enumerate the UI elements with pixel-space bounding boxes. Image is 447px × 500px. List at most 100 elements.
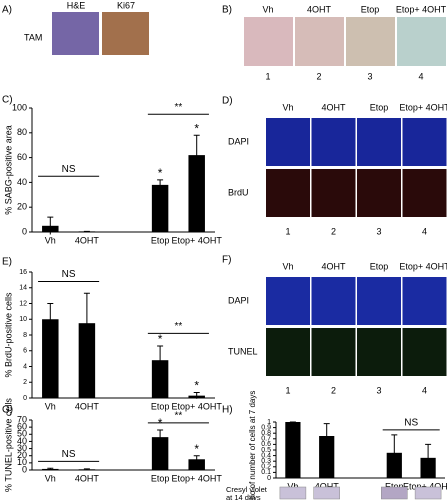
- y-tick-label: 60: [17, 152, 27, 162]
- significance: *: [194, 442, 199, 456]
- y-tick-label: 10: [17, 457, 27, 467]
- row-label: TAM: [24, 32, 42, 42]
- panel-label: G): [2, 405, 13, 416]
- error-bar: [193, 391, 200, 399]
- y-tick-label: 40: [17, 177, 27, 187]
- y-tick-label: 8: [23, 332, 27, 339]
- micrograph: [311, 328, 356, 376]
- column-label: Etop+ 4OHT: [399, 102, 447, 112]
- column-number: 2: [331, 385, 336, 395]
- error-bar: [47, 467, 54, 470]
- y-tick-label: 10: [19, 316, 27, 323]
- x-tick-label: 4OHT: [315, 481, 340, 491]
- micrograph: [266, 118, 310, 166]
- row-label: DAPI: [228, 295, 249, 305]
- error-bar: [323, 423, 330, 449]
- y-tick-label: 40: [17, 436, 27, 446]
- column-number: 3: [376, 385, 381, 395]
- row-label: BrdU: [228, 187, 249, 197]
- bottom-label: at 14 days: [226, 493, 261, 500]
- y-tick-label: 50: [17, 429, 27, 439]
- bar: [188, 155, 205, 232]
- micrograph: [295, 17, 344, 66]
- error-bar: [193, 455, 200, 463]
- bar: [151, 437, 169, 470]
- row-label: TUNEL: [228, 346, 258, 356]
- stained-well: [279, 486, 307, 500]
- bar: [42, 319, 59, 398]
- micrograph: [311, 169, 356, 217]
- x-tick-label: 4OHT: [75, 235, 100, 245]
- y-tick-label: 100: [12, 102, 27, 112]
- micrograph: [357, 169, 401, 217]
- stained-well: [313, 486, 340, 500]
- y-tick-label: 0.6: [261, 441, 271, 448]
- column-number: 4: [422, 226, 427, 236]
- micrograph: [311, 118, 356, 166]
- significance: *: [194, 379, 199, 393]
- y-tick-label: 0.3: [261, 458, 271, 465]
- column-label: H&E: [67, 0, 86, 10]
- y-tick-label: 0.7: [261, 436, 271, 443]
- x-tick-label: 4OHT: [75, 401, 100, 411]
- significance: *: [194, 121, 199, 135]
- column-label: Etop: [370, 102, 389, 112]
- significance: NS: [62, 269, 76, 280]
- significance: *: [158, 166, 163, 180]
- significance: **: [175, 321, 183, 332]
- panel-label: H): [222, 405, 233, 416]
- column-number: 1: [285, 385, 290, 395]
- column-label: Vh: [282, 102, 293, 112]
- micrograph: [357, 277, 401, 325]
- column-label: Etop: [370, 261, 389, 271]
- column-number: 1: [285, 226, 290, 236]
- bar: [319, 436, 335, 478]
- panel-label: E): [2, 257, 12, 268]
- y-tick-label: 0.4: [261, 452, 271, 459]
- x-tick-label: Etop: [151, 473, 170, 483]
- bar: [285, 422, 301, 478]
- column-number: 2: [316, 71, 321, 81]
- significance: *: [158, 332, 163, 346]
- panel-label: F): [222, 255, 231, 266]
- panel-label: A): [2, 5, 12, 16]
- x-tick-label: Etop: [385, 481, 404, 491]
- significance: **: [175, 410, 183, 421]
- y-axis-label: % TUNEL-positive cells: [3, 398, 13, 492]
- y-tick-label: 0: [22, 464, 27, 474]
- x-tick-label: Etop: [151, 401, 170, 411]
- y-tick-label: 20: [17, 450, 27, 460]
- y-tick-label: 0: [267, 475, 271, 482]
- y-axis-label: % BrdU-positive cells: [3, 292, 13, 378]
- column-label: Ki67: [117, 0, 135, 10]
- micrograph: [402, 277, 447, 325]
- micrograph: [397, 17, 446, 66]
- micrograph: [244, 17, 293, 66]
- y-tick-label: 0.2: [261, 464, 271, 471]
- significance: NS: [62, 164, 76, 175]
- column-number: 3: [367, 71, 372, 81]
- column-label: Vh: [282, 261, 293, 271]
- column-number: 2: [331, 226, 336, 236]
- x-tick-label: Vh: [287, 481, 298, 491]
- bar: [151, 184, 169, 232]
- x-tick-label: Vh: [45, 401, 56, 411]
- column-label: Etop+ 4OHT: [396, 4, 447, 14]
- y-tick-label: 0.8: [261, 430, 271, 437]
- y-tick-label: 0: [22, 226, 27, 236]
- panel-label: C): [2, 95, 13, 106]
- y-tick-label: 12: [19, 300, 27, 307]
- error-bar: [157, 345, 164, 375]
- y-axis-label: Ratio of number of cells at 7 days: [248, 391, 257, 500]
- error-bar: [425, 443, 432, 472]
- micrograph: [346, 17, 395, 66]
- error-bar: [157, 429, 164, 445]
- column-number: 4: [422, 385, 427, 395]
- y-tick-label: 0.1: [261, 469, 271, 476]
- x-tick-label: 4OHT: [75, 473, 100, 483]
- row-label: DAPI: [228, 136, 249, 146]
- micrograph: [266, 277, 310, 325]
- micrograph: [266, 328, 310, 376]
- y-tick-label: 4: [23, 363, 27, 370]
